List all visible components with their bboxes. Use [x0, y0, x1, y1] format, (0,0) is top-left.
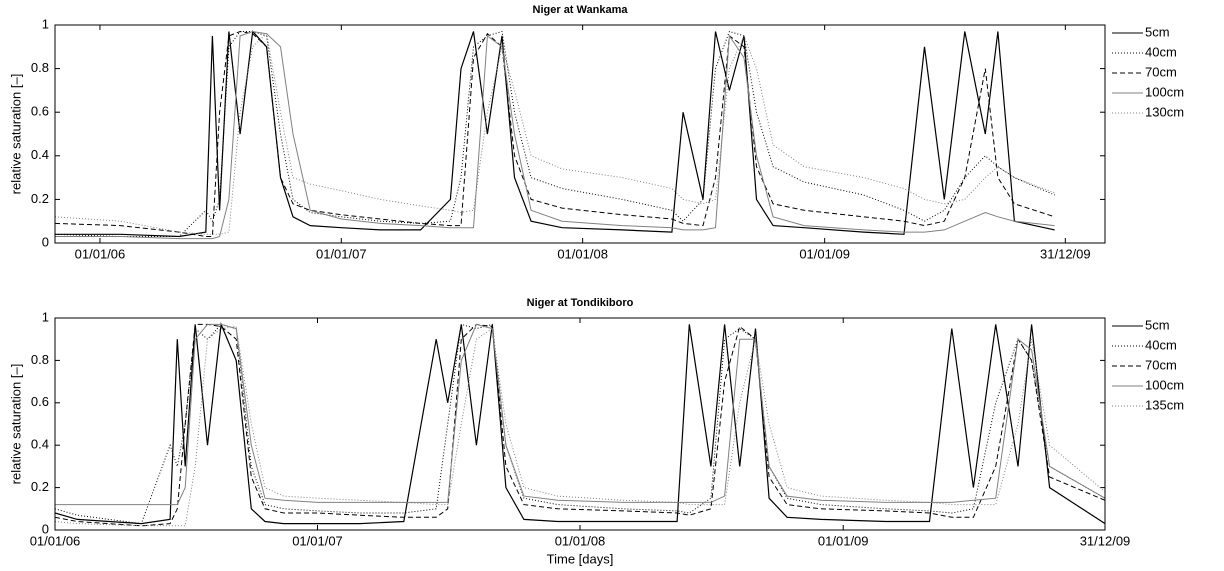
y-tick-label: 0.2	[31, 479, 49, 494]
x-tick-label: 01/01/06	[30, 533, 81, 548]
axes-box	[54, 24, 1106, 244]
chart-title: Niger at Wankama	[533, 4, 629, 16]
y-tick-label: 1	[42, 309, 49, 324]
legend-label: 135cm	[1145, 397, 1184, 412]
x-tick-label: 01/01/09	[818, 533, 869, 548]
y-axis-label: relative saturation [–]	[8, 364, 23, 485]
legend-label: 5cm	[1145, 317, 1170, 332]
legend-label: 40cm	[1145, 44, 1177, 59]
legend-label: 70cm	[1145, 64, 1177, 79]
y-tick-label: 0.6	[31, 104, 49, 119]
series-line	[55, 323, 1105, 506]
legend-label: 130cm	[1145, 104, 1184, 119]
legend-label: 100cm	[1145, 377, 1184, 392]
x-tick-label: 01/01/08	[555, 533, 606, 548]
series-line	[55, 32, 1055, 235]
series-line	[55, 30, 1055, 237]
axes-box	[54, 317, 1106, 531]
x-tick-label: 31/12/09	[1040, 246, 1091, 261]
y-tick-label: 0.4	[31, 437, 49, 452]
y-tick-label: 0	[42, 521, 49, 536]
y-tick-label: 0	[42, 234, 49, 249]
x-tick-label: 01/01/06	[75, 246, 126, 261]
series-line	[55, 322, 1105, 525]
x-tick-label: 01/01/07	[316, 246, 367, 261]
series-line	[55, 323, 1105, 527]
series-line	[55, 323, 1105, 525]
y-tick-label: 0.8	[31, 60, 49, 75]
legend-label: 40cm	[1145, 337, 1177, 352]
y-tick-label: 0.8	[31, 352, 49, 367]
x-tick-label: 31/12/09	[1080, 533, 1131, 548]
y-tick-label: 1	[42, 16, 49, 31]
legend-label: 5cm	[1145, 24, 1170, 39]
legend-label: 100cm	[1145, 84, 1184, 99]
y-axis-label: relative saturation [–]	[8, 74, 23, 195]
y-tick-label: 0.2	[31, 191, 49, 206]
y-tick-label: 0.6	[31, 394, 49, 409]
x-tick-label: 01/01/07	[292, 533, 343, 548]
series-line	[55, 30, 1055, 240]
y-tick-label: 0.4	[31, 147, 49, 162]
x-tick-label: 01/01/08	[557, 246, 608, 261]
x-axis-label: Time [days]	[547, 551, 614, 566]
series-line	[55, 30, 1055, 238]
legend-label: 70cm	[1145, 357, 1177, 372]
chart-title: Niger at Tondikiboro	[527, 297, 634, 309]
series-line	[55, 325, 1105, 527]
x-tick-label: 01/01/09	[799, 246, 850, 261]
